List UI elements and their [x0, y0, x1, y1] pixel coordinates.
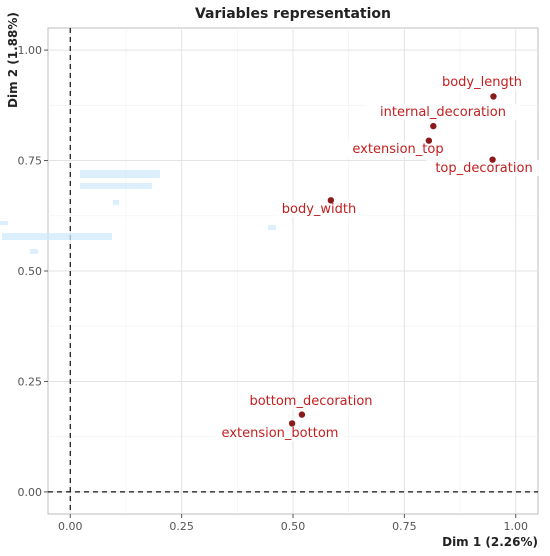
data-point [327, 197, 335, 204]
y-tick-label: 1.00 [18, 44, 43, 57]
points: body_length internal_decoration extension_… [214, 74, 542, 441]
data-point [490, 93, 497, 100]
point-label: extension_bottom [222, 426, 339, 441]
point-label-background [365, 104, 521, 120]
y-tick-label: 0.00 [18, 486, 43, 499]
data-point [489, 156, 496, 163]
x-tick-label: 0.75 [392, 520, 417, 533]
x-tick-label: 0.00 [58, 520, 83, 533]
y-ticks: 0.00 0.25 0.50 0.75 1.00 [18, 44, 48, 499]
data-point [298, 411, 306, 418]
point-label-background [277, 201, 361, 217]
faint-ghost-labels [0, 170, 276, 254]
x-ticks: 0.00 0.25 0.50 0.75 1.00 [58, 514, 528, 533]
data-point [430, 122, 437, 130]
ghost-label-artifact [30, 249, 38, 254]
ghost-label-artifact [268, 225, 276, 230]
point-label-background [344, 141, 452, 157]
ghost-label-artifact [2, 233, 112, 240]
point-label: extension_top [352, 142, 443, 157]
data-point [288, 420, 296, 427]
data-point [425, 137, 433, 144]
ghost-label-artifact [80, 170, 160, 178]
y-axis-title: Dim 2 (1.88%) [6, 12, 20, 108]
point-label-background [436, 74, 528, 90]
y-tick-label: 0.25 [18, 375, 43, 388]
point-label-background [426, 160, 542, 176]
point-label: body_length [442, 75, 522, 90]
point-label: bottom_decoration [249, 394, 372, 409]
x-axis-title: Dim 1 (2.26%) [442, 535, 538, 549]
y-tick-label: 0.50 [18, 265, 43, 278]
ghost-label-artifact [80, 183, 152, 189]
ghost-label-artifact [113, 200, 119, 205]
reference-lines [48, 28, 538, 514]
point-label: top_decoration [435, 161, 532, 176]
point-label: internal_decoration [380, 105, 506, 120]
x-tick-label: 1.00 [503, 520, 528, 533]
y-tick-label: 0.75 [18, 155, 43, 168]
ghost-label-artifact [0, 221, 8, 225]
point-label: body_width [282, 202, 356, 217]
x-tick-label: 0.50 [281, 520, 306, 533]
chart-title: Variables representation [195, 6, 391, 22]
x-tick-label: 0.25 [169, 520, 194, 533]
point-label-background [241, 393, 381, 409]
point-label-background [214, 425, 346, 441]
